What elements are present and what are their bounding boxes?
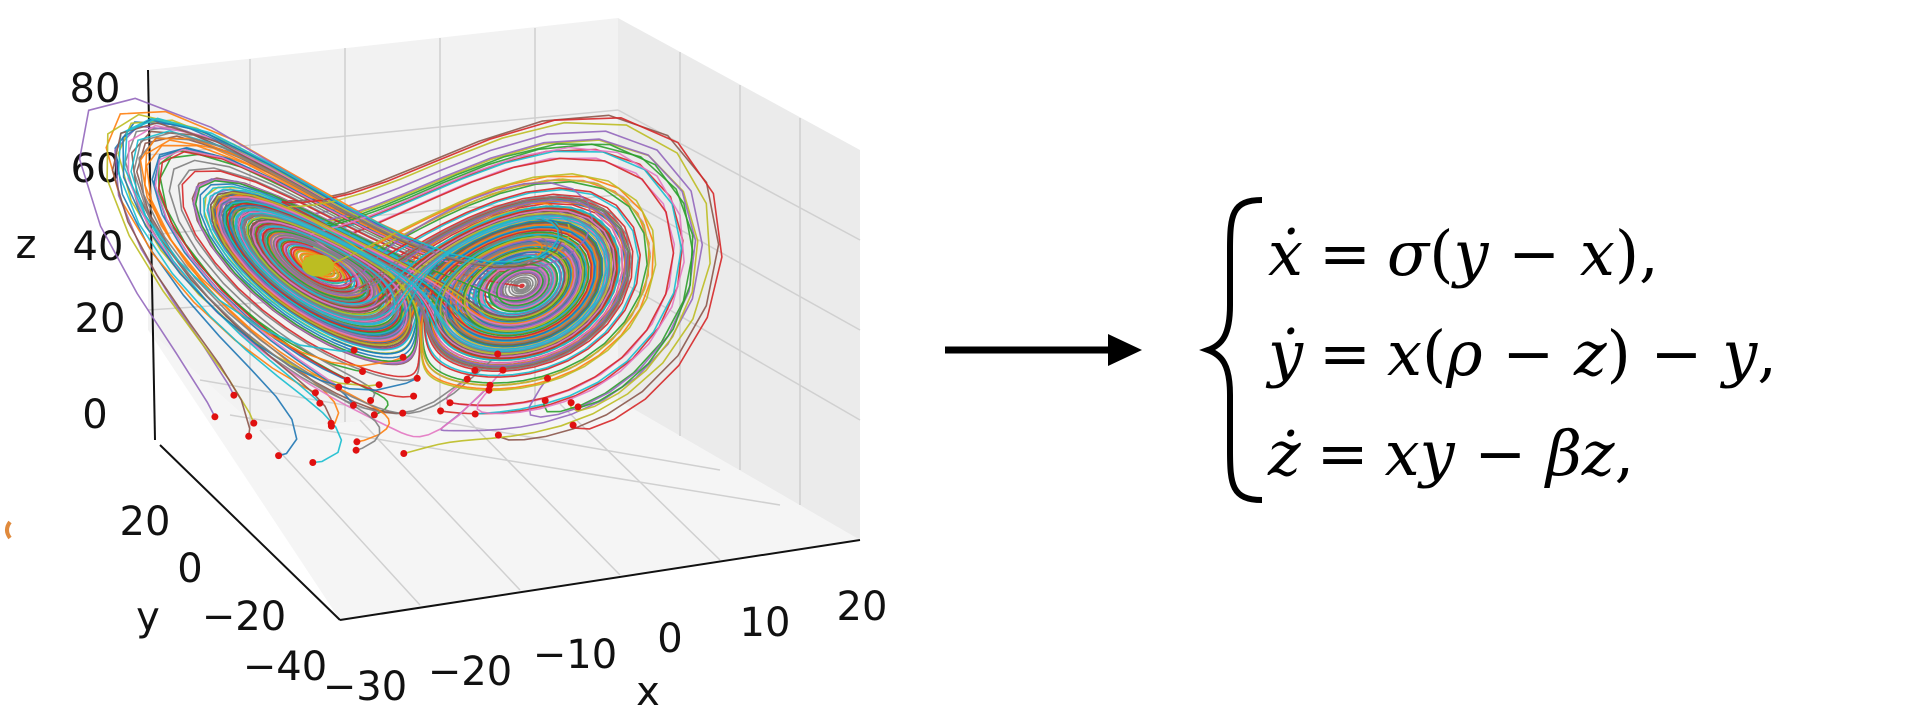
start-point	[375, 381, 383, 389]
x-tick-label: −20	[428, 649, 512, 695]
equation-row: ẋ = σ(y − x),	[1268, 217, 1659, 290]
start-point	[370, 411, 378, 419]
start-point	[446, 399, 454, 407]
start-point	[437, 407, 445, 415]
start-point	[359, 368, 366, 375]
z-tick-label: 80	[70, 66, 121, 112]
start-point	[400, 450, 408, 457]
x-tick-label: −30	[323, 664, 407, 710]
y-axis-label: y	[136, 594, 160, 640]
y-tick-label: −40	[243, 644, 327, 690]
equation-row: ż = xy − βz,	[1267, 417, 1634, 490]
y-tick-label: 20	[120, 499, 171, 545]
x-axis-ticks: −30 −20 −10 0 10 20 x	[323, 584, 888, 715]
z-axis-label: z	[16, 222, 37, 268]
z-axis-ticks: 0 20 40 60 80 z	[16, 66, 126, 438]
start-point	[211, 413, 219, 421]
equation-equals: =	[1319, 317, 1371, 390]
trajectory-line	[124, 125, 576, 415]
z-tick-label: 60	[71, 146, 122, 192]
left-brace	[1199, 197, 1263, 503]
start-point	[399, 353, 407, 361]
start-point	[349, 401, 357, 409]
equation-lhs: ż	[1267, 417, 1301, 490]
x-tick-label: 20	[837, 584, 888, 630]
x-tick-label: 0	[657, 616, 682, 662]
plot3d-axes	[147, 69, 861, 621]
start-point	[250, 419, 258, 427]
lorenz-trajectories	[78, 97, 723, 464]
start-point	[399, 409, 407, 417]
start-point	[574, 403, 582, 411]
start-point	[494, 431, 502, 439]
lorenz-equations: ẋ = σ(y − x), ẏ = x(ρ − z) − y, ż = xy −…	[1199, 197, 1777, 503]
right-arrow	[945, 334, 1142, 366]
start-point	[569, 421, 577, 429]
start-point	[494, 350, 502, 358]
start-point	[311, 389, 319, 397]
equation-rhs: x(ρ − z) − y,	[1387, 317, 1777, 390]
trajectory-line	[194, 143, 694, 408]
equation-rhs: xy − βz,	[1385, 417, 1635, 490]
equation-lhs: ẏ	[1265, 317, 1304, 390]
equation-row: ẏ = x(ρ − z) − y,	[1265, 317, 1777, 390]
start-point	[316, 399, 324, 407]
equation-equals: =	[1319, 217, 1371, 290]
z-tick-label: 0	[82, 392, 107, 438]
equation-equals: =	[1317, 417, 1369, 490]
start-point	[471, 410, 479, 418]
z-tick-label: 40	[73, 224, 124, 270]
y-axis-ticks: 20 0 −20 −40 y	[120, 499, 328, 690]
start-point	[275, 452, 283, 460]
fixed-point-marker	[302, 254, 334, 277]
start-point	[230, 391, 238, 399]
start-point	[343, 376, 351, 384]
trajectory-line	[123, 117, 621, 362]
start-point	[541, 397, 549, 404]
x-axis-label: x	[636, 669, 660, 715]
y-tick-label: 0	[177, 546, 202, 592]
start-point	[245, 432, 253, 440]
start-point	[485, 386, 493, 394]
start-point	[463, 375, 471, 383]
start-point	[352, 446, 360, 454]
start-point	[335, 383, 343, 391]
start-point	[309, 459, 317, 466]
x-tick-label: 10	[740, 600, 791, 646]
start-point	[471, 366, 479, 374]
start-point	[367, 397, 375, 404]
trajectory-start-points	[211, 346, 582, 466]
start-point	[499, 366, 507, 374]
start-point	[413, 374, 421, 382]
y-tick-label: −20	[202, 594, 286, 640]
start-point	[410, 392, 418, 400]
start-point	[544, 374, 551, 382]
start-point	[327, 419, 335, 427]
equation-lhs: ẋ	[1268, 217, 1303, 290]
start-point	[353, 438, 361, 446]
start-point	[350, 346, 358, 354]
edge-mark	[5, 520, 12, 540]
start-point	[567, 399, 575, 407]
x-tick-label: −10	[533, 632, 617, 678]
equation-rhs: σ(y − x),	[1387, 217, 1659, 290]
z-tick-label: 20	[75, 296, 126, 342]
